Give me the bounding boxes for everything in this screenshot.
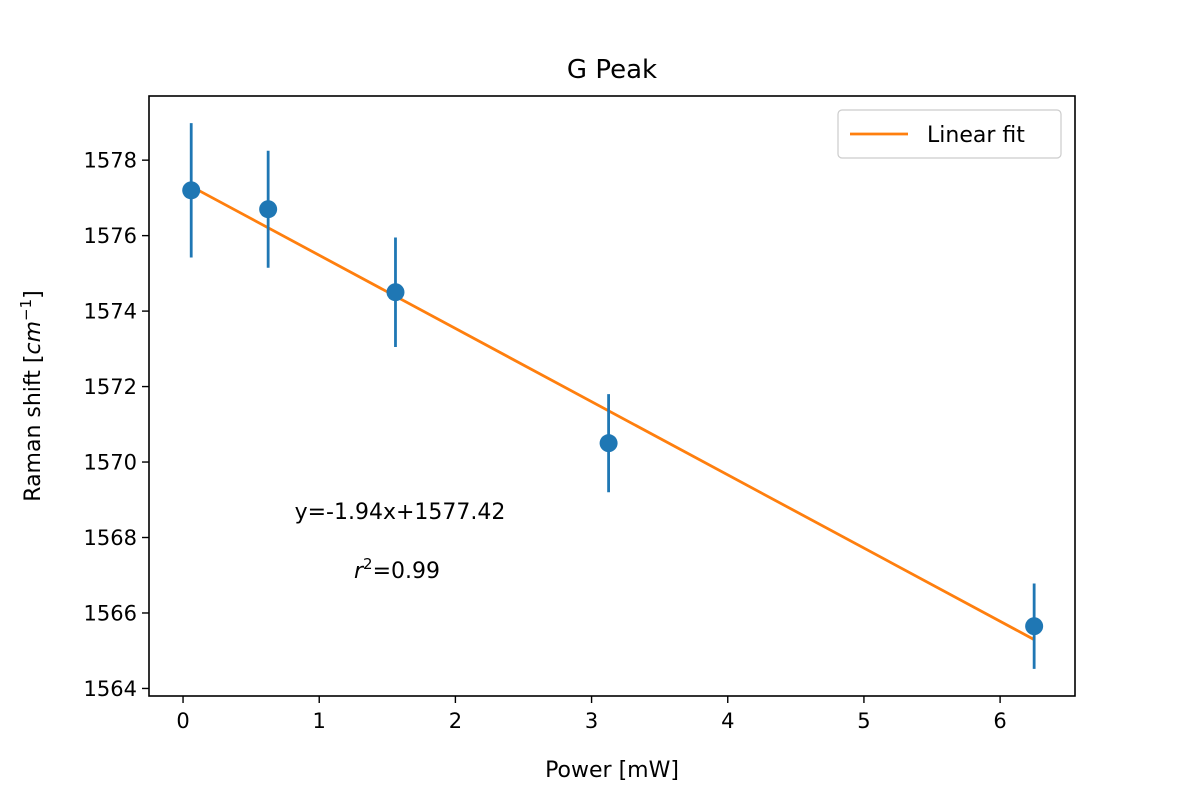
x-tick-label: 4 <box>721 709 734 733</box>
x-axis-label: Power [mW] <box>545 758 679 783</box>
x-tick-label: 2 <box>449 709 462 733</box>
y-tick-label: 1576 <box>84 224 137 248</box>
data-points-layer <box>182 123 1044 669</box>
legend: Linear fit <box>837 109 1062 159</box>
y-axis-label: Raman shift [cm−1] <box>17 290 46 501</box>
y-tick-label: 1564 <box>84 677 137 701</box>
x-axis-ticks: 0 1 2 3 4 5 6 <box>176 696 1007 733</box>
r-value: =0.99 <box>373 559 440 584</box>
y-tick-label: 1574 <box>84 300 137 324</box>
data-point <box>599 434 618 453</box>
fit-equation-annotation: y=-1.94x+1577.42 <box>295 500 506 525</box>
x-tick-label: 1 <box>313 709 326 733</box>
x-tick-label: 6 <box>993 709 1006 733</box>
data-point <box>182 181 201 200</box>
legend-box <box>837 109 1062 159</box>
y-axis-label-exponent: −1 <box>17 299 35 321</box>
r-squared-annotation: r2=0.99 <box>354 555 440 584</box>
x-tick-label: 5 <box>857 709 870 733</box>
x-tick-label: 3 <box>585 709 598 733</box>
data-point <box>386 283 405 302</box>
legend-fit-label: Linear fit <box>927 123 1025 148</box>
y-tick-label: 1570 <box>84 451 137 475</box>
plot-frame <box>148 95 1076 697</box>
y-tick-label: 1578 <box>84 149 137 173</box>
data-point <box>1025 617 1044 636</box>
r-symbol: r <box>354 559 365 584</box>
y-tick-label: 1566 <box>84 601 137 625</box>
y-tick-label: 1568 <box>84 526 137 550</box>
r-exponent: 2 <box>363 555 373 573</box>
chart-title: G Peak <box>567 55 657 85</box>
y-axis-ticks: 1564 1566 1568 1570 1572 1574 1576 1578 <box>84 149 149 701</box>
x-tick-label: 0 <box>176 709 189 733</box>
data-point <box>259 200 278 219</box>
fit-line-layer <box>190 185 1035 641</box>
y-axis-label-unit: cm <box>21 321 46 355</box>
y-tick-label: 1572 <box>84 375 137 399</box>
fit-line <box>190 185 1035 641</box>
y-axis-label-close: ] <box>21 290 46 299</box>
y-axis-label-main: Raman shift [ <box>21 355 46 502</box>
